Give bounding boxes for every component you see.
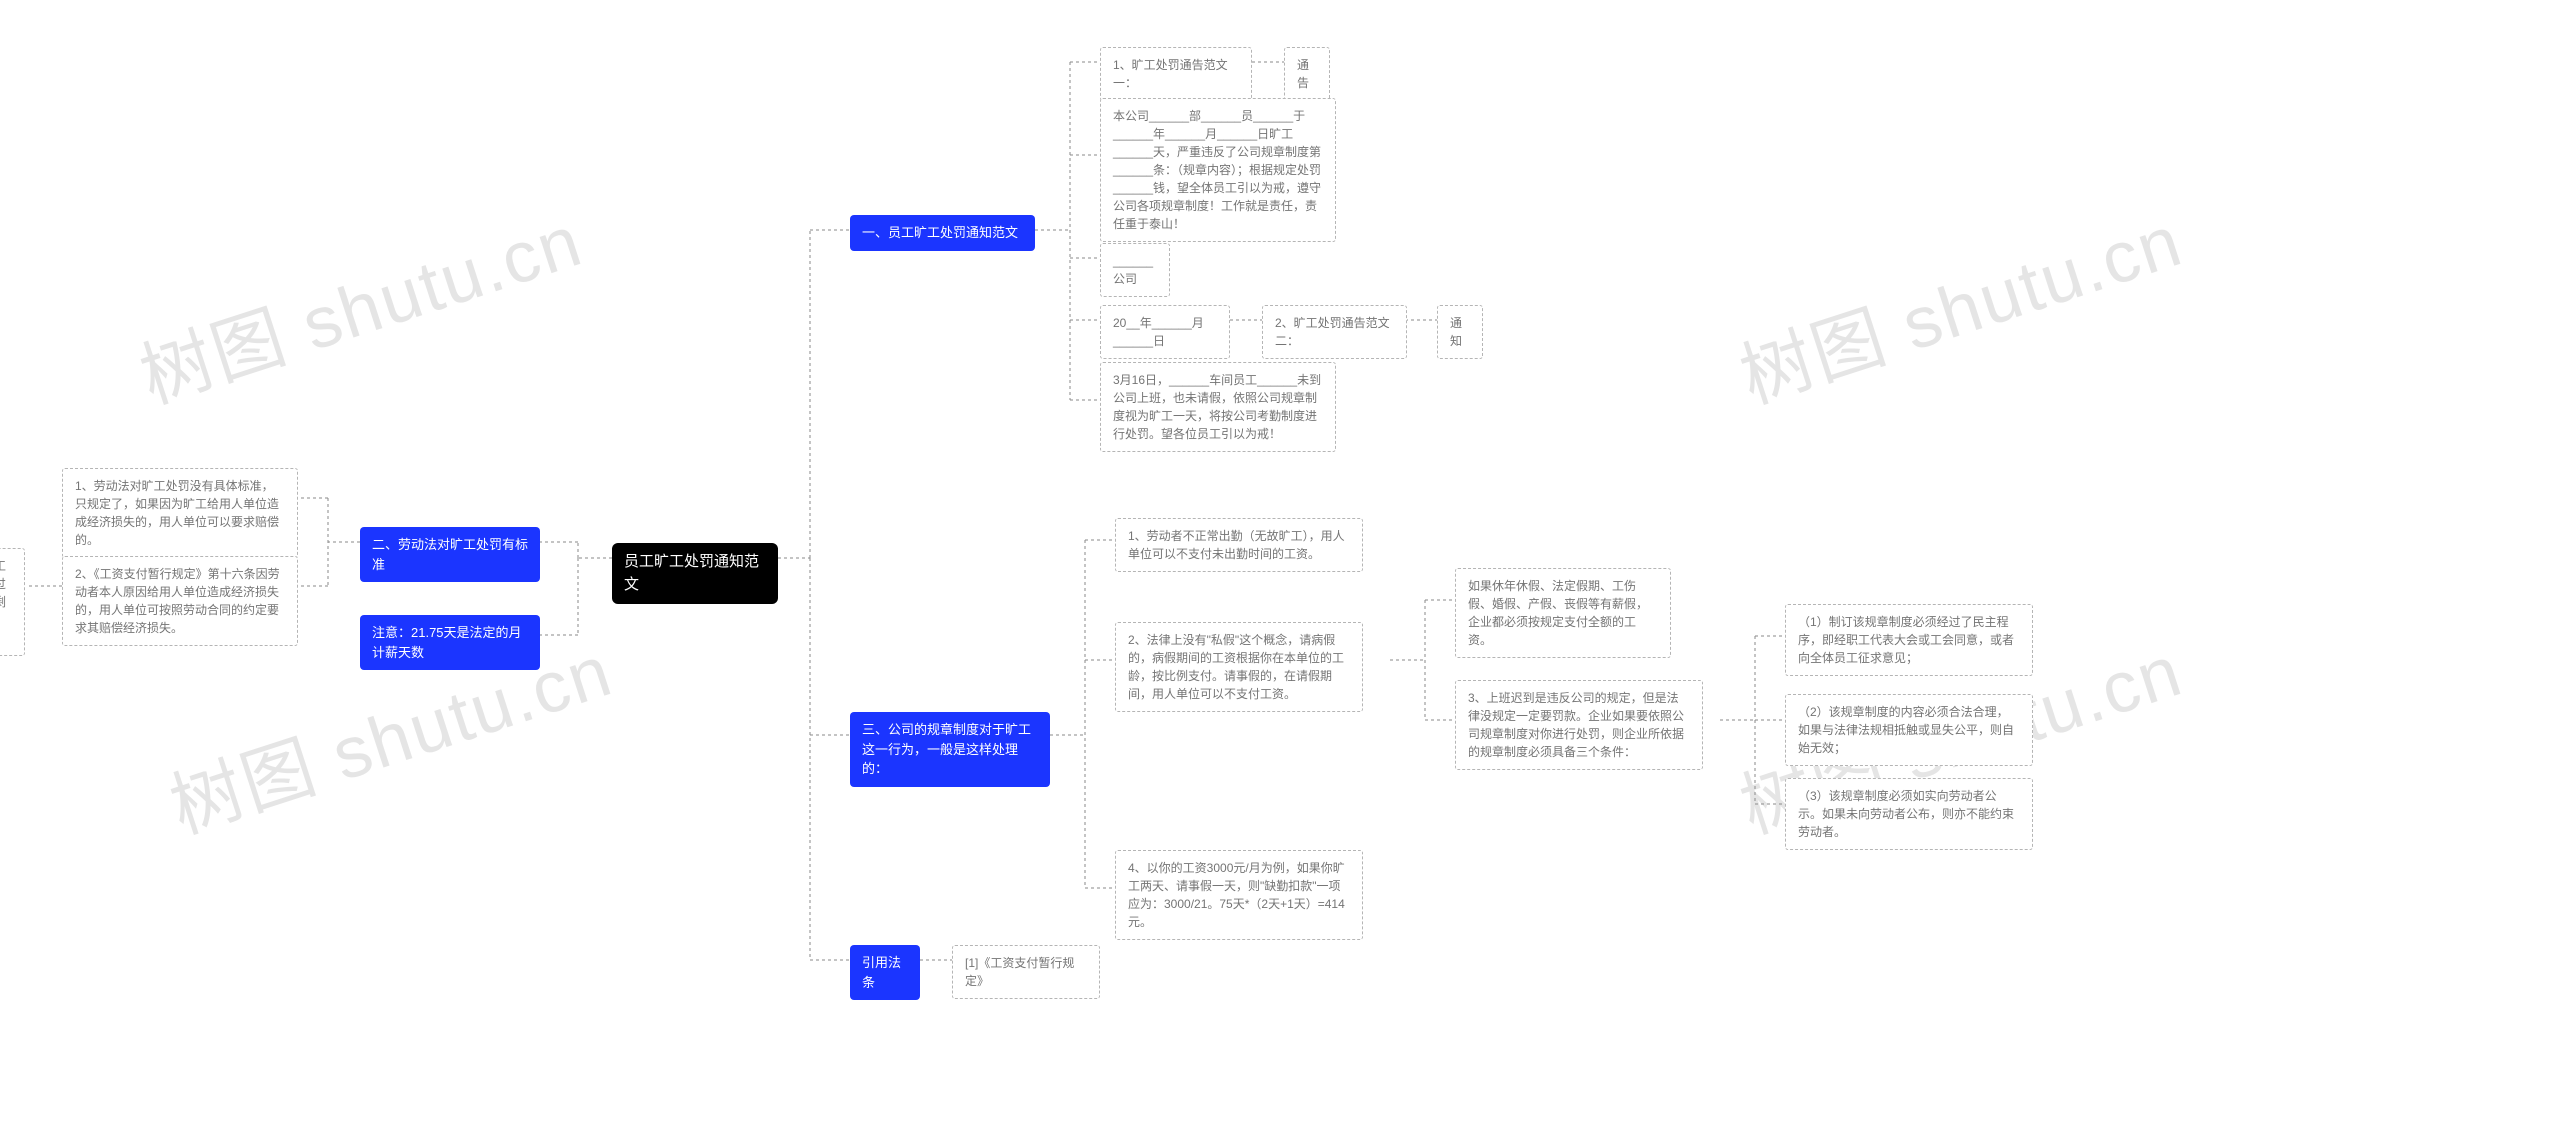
branch-note-days: 注意：21.75天是法定的月计薪天数: [360, 615, 540, 670]
leaf-b3-2: 2、法律上没有"私假"这个概念，请病假的，病假期间的工资根据你在本单位的工龄，按…: [1115, 622, 1363, 712]
watermark: 树图 shutu.cn: [1725, 182, 2193, 423]
leaf-b3-2b-1: （1）制订该规章制度必须经过了民主程序，即经职工代表大会或工会同意，或者向全体员…: [1785, 604, 2033, 676]
leaf-b3-1: 1、劳动者不正常出勤（无故旷工），用人单位可以不支付未出勤时间的工资。: [1115, 518, 1363, 572]
root-node: 员工旷工处罚通知范文: [612, 543, 778, 604]
leaf-b3-2a: 如果休年休假、法定假期、工伤假、婚假、产假、丧假等有薪假，企业都必须按规定支付全…: [1455, 568, 1671, 658]
leaf-b3-2b-3: （3）该规章制度必须如实向劳动者公示。如果未向劳动者公布，则亦不能约束劳动者。: [1785, 778, 2033, 850]
leaf-b1-3: ______公司: [1100, 243, 1170, 297]
leaf-b3-2b-2: （2）该规章制度的内容必须合法合理，如果与法律法规相抵触或显失公平，则自始无效；: [1785, 694, 2033, 766]
leaf-b1-4b: 2、旷工处罚通告范文二：: [1262, 305, 1407, 359]
leaf-law-2: 2、《工资支付暂行规定》第十六条因劳动者本人原因给用人单位造成经济损失的，用人单…: [62, 556, 298, 646]
branch-notice-text: 一、员工旷工处罚通知范文: [850, 215, 1035, 251]
leaf-b3-2b: 3、上班迟到是违反公司的规定，但是法律没规定一定要罚款。企业如果要依照公司规章制…: [1455, 680, 1703, 770]
leaf-b1-4a: 20__年______月______日: [1100, 305, 1230, 359]
leaf-law-1: 1、劳动法对旷工处罚没有具体标准，只规定了，如果因为旷工给用人单位造成经济损失的…: [62, 468, 298, 558]
leaf-b1-1b: 通告: [1284, 47, 1330, 101]
branch-company-rules: 三、公司的规章制度对于旷工这一行为，一般是这样处理的：: [850, 712, 1050, 787]
watermark: 树图 shutu.cn: [125, 182, 593, 423]
branch-law-standard: 二、劳动法对旷工处罚有标准: [360, 527, 540, 582]
leaf-b1-2: 本公司______部______员______于______年______月__…: [1100, 98, 1336, 242]
leaf-b1-1: 1、旷工处罚通告范文一：: [1100, 47, 1252, 101]
leaf-citation-1: [1]《工资支付暂行规定》: [952, 945, 1100, 999]
leaf-law-2b: 经济损失的赔偿，可从劳动者本人的工资中扣除。但每月扣除的部分不得超过劳动者当月工…: [0, 548, 25, 656]
leaf-b1-4c: 通知: [1437, 305, 1483, 359]
leaf-b1-5: 3月16日，______车间员工______未到公司上班，也未请假，依照公司规章…: [1100, 362, 1336, 452]
leaf-b3-4: 4、以你的工资3000元/月为例，如果你旷工两天、请事假一天，则"缺勤扣款"一项…: [1115, 850, 1363, 940]
branch-citation: 引用法条: [850, 945, 920, 1000]
